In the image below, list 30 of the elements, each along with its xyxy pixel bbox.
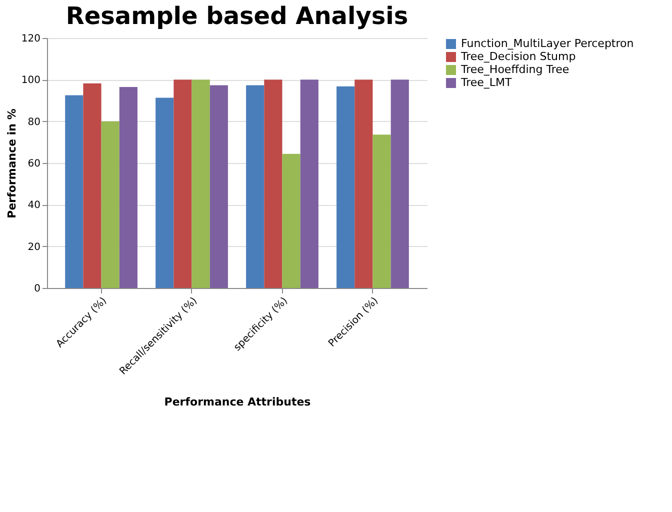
y-tick-label: 80 bbox=[28, 116, 40, 128]
bar bbox=[192, 80, 210, 288]
bar bbox=[83, 83, 102, 288]
y-tick-label: 60 bbox=[28, 158, 40, 170]
bar bbox=[264, 80, 282, 288]
bar bbox=[101, 121, 120, 288]
bar bbox=[156, 98, 174, 288]
y-tick-label: 0 bbox=[34, 284, 40, 294]
chart-title: Resample based Analysis bbox=[66, 2, 408, 30]
y-tick-label: 20 bbox=[28, 242, 40, 253]
bar bbox=[282, 154, 300, 288]
y-tick-label: 120 bbox=[21, 34, 40, 44]
bar bbox=[119, 86, 138, 288]
bar bbox=[210, 85, 228, 288]
bar bbox=[174, 80, 192, 288]
legend-label: Tree_Decision Stump bbox=[460, 50, 576, 63]
bar bbox=[354, 80, 373, 288]
bar bbox=[372, 134, 391, 288]
bar bbox=[65, 95, 84, 288]
y-tick-label: 100 bbox=[21, 75, 40, 86]
bar bbox=[246, 85, 264, 288]
legend-label: Function_MultiLayer Perceptron bbox=[461, 37, 634, 50]
legend-label: Tree_Hoeffding Tree bbox=[460, 63, 570, 76]
bar bbox=[390, 80, 409, 288]
y-axis-title: Performance in % bbox=[5, 108, 18, 218]
bar bbox=[300, 80, 318, 288]
legend-label: Tree_LMT bbox=[460, 76, 512, 89]
x-axis-title: Performance Attributes bbox=[164, 396, 312, 409]
y-tick-label: 40 bbox=[28, 200, 40, 212]
bar bbox=[336, 86, 355, 288]
